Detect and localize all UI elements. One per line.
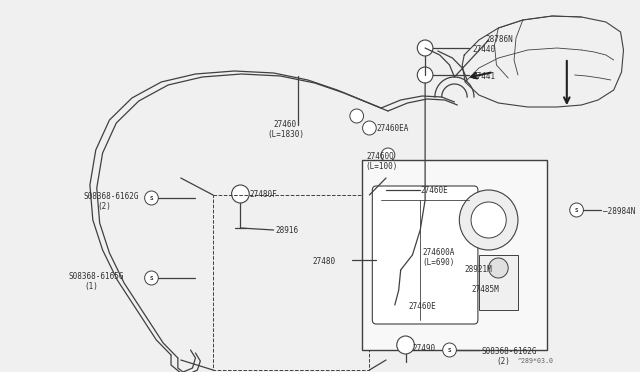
Circle shape: [350, 109, 364, 123]
Circle shape: [363, 121, 376, 135]
Circle shape: [471, 202, 506, 238]
Bar: [213, 195, 369, 370]
Text: (2): (2): [98, 202, 111, 211]
Text: (2): (2): [497, 357, 510, 366]
FancyBboxPatch shape: [372, 186, 478, 324]
Text: 27480: 27480: [313, 257, 336, 266]
Text: S: S: [150, 276, 153, 280]
Text: S: S: [448, 347, 451, 353]
Text: 274600A: 274600A: [422, 248, 454, 257]
Text: ^289*03.0: ^289*03.0: [518, 358, 554, 364]
Circle shape: [145, 271, 158, 285]
Text: (L=100): (L=100): [365, 162, 398, 171]
Text: —28984N: —28984N: [603, 207, 636, 216]
Text: 27460: 27460: [274, 120, 297, 129]
Circle shape: [145, 191, 158, 205]
Bar: [479, 255, 518, 310]
Text: 27480F: 27480F: [249, 190, 277, 199]
Circle shape: [443, 343, 456, 357]
Text: S08368-6165G: S08368-6165G: [68, 272, 124, 281]
Circle shape: [397, 336, 414, 354]
Circle shape: [417, 40, 433, 56]
Text: (1): (1): [84, 282, 98, 291]
Text: 28786N: 28786N: [486, 35, 513, 44]
Text: 27490: 27490: [412, 344, 436, 353]
Circle shape: [488, 258, 508, 278]
Circle shape: [460, 190, 518, 250]
Circle shape: [406, 248, 419, 262]
Text: (L=1830): (L=1830): [268, 130, 305, 139]
Text: S08368-6162G: S08368-6162G: [83, 192, 139, 201]
Text: S: S: [575, 208, 579, 212]
Text: 27460E: 27460E: [408, 302, 436, 311]
Text: S08368-6162G: S08368-6162G: [482, 347, 538, 356]
Text: (L=690): (L=690): [422, 258, 454, 267]
Text: 27440: 27440: [472, 45, 495, 54]
Text: 28921M: 28921M: [464, 265, 492, 274]
Bar: [362, 160, 547, 350]
Text: 27460E: 27460E: [420, 186, 448, 195]
Text: 27460EA: 27460EA: [376, 124, 408, 133]
Circle shape: [232, 185, 249, 203]
Circle shape: [417, 67, 433, 83]
Text: 27460Q: 27460Q: [367, 152, 394, 161]
Text: 28916: 28916: [276, 226, 299, 235]
Text: 27441: 27441: [472, 72, 495, 81]
Circle shape: [570, 203, 584, 217]
Text: S: S: [150, 196, 153, 201]
Circle shape: [381, 148, 395, 162]
Text: 27485M: 27485M: [471, 285, 499, 294]
